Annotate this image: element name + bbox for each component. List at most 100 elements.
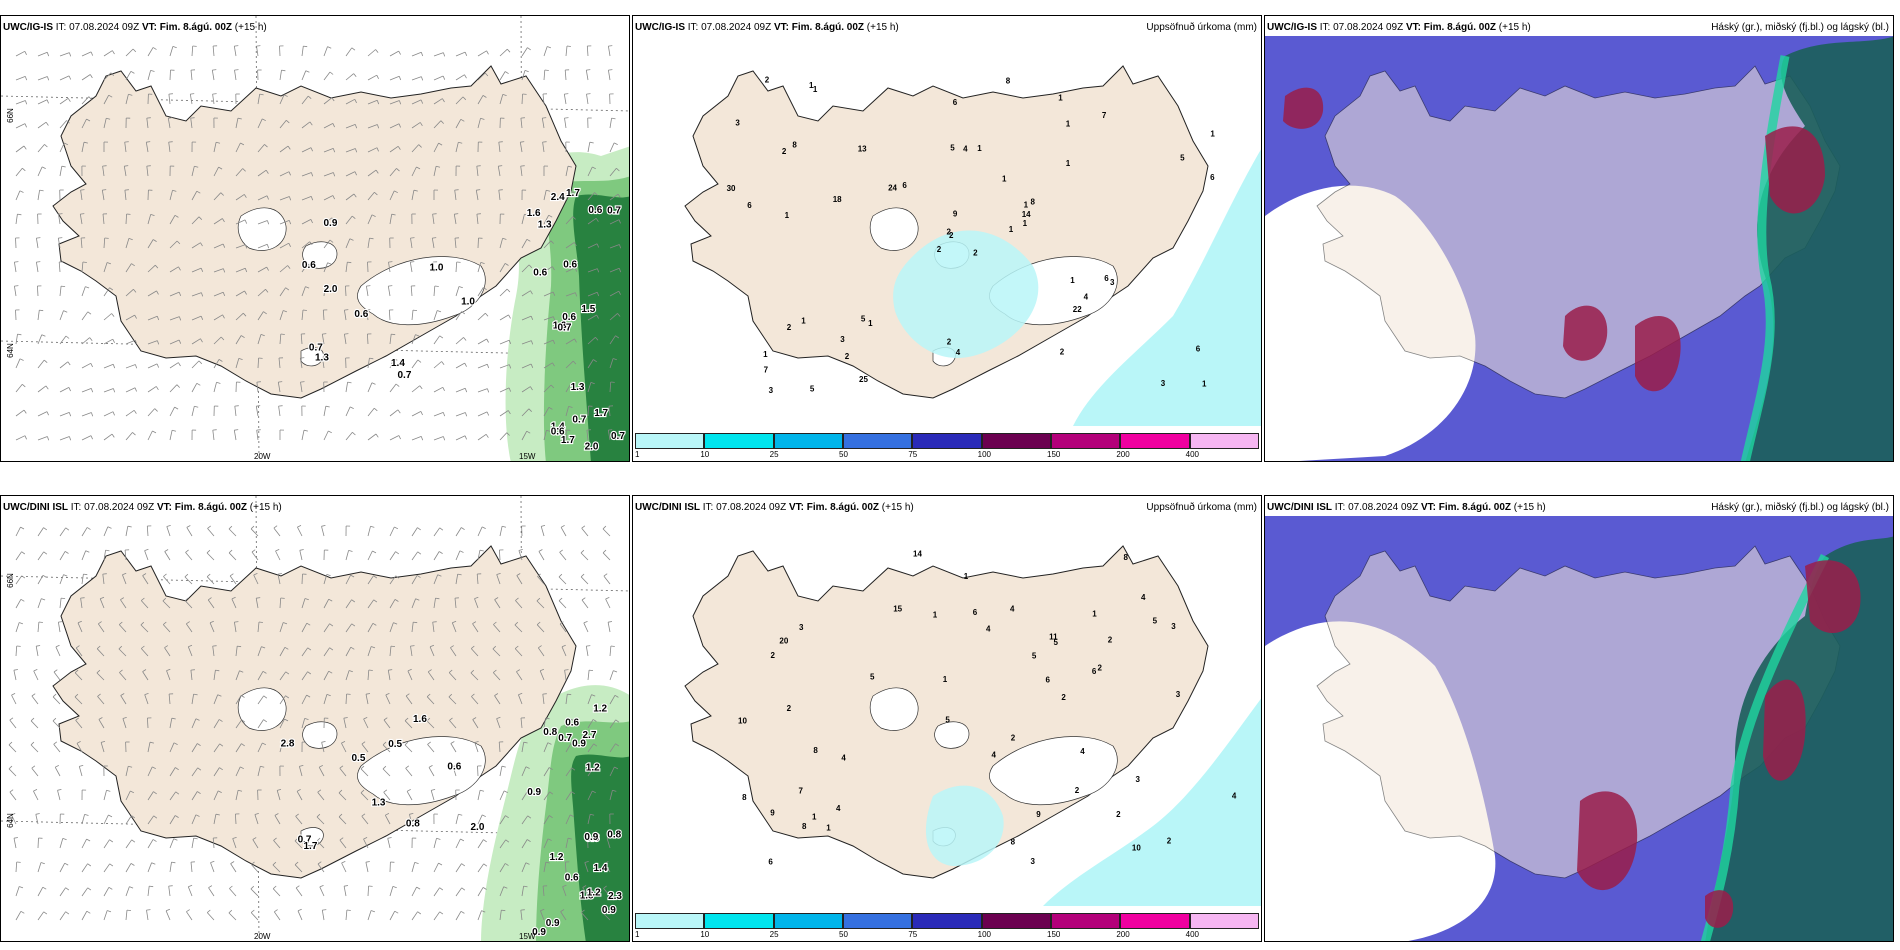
precip-value: 4 (992, 751, 997, 760)
precip-value: 1 (1058, 94, 1063, 103)
cloud-map[interactable] (1265, 496, 1894, 942)
legend-tick-label: 50 (839, 930, 848, 939)
legend-swatch (912, 433, 982, 449)
lat-label-64n: 64N (5, 343, 15, 358)
precip-value: 13 (858, 145, 867, 154)
precip-value: 1 (1024, 201, 1029, 210)
precip-value: 4 (956, 348, 961, 357)
precip-value: 7 (799, 786, 804, 795)
mid-cloud-patch (1283, 87, 1324, 129)
mid-cloud-patch (1563, 305, 1608, 361)
precip-value: 5 (1032, 652, 1037, 661)
wind-speed-value: 0.7 (572, 415, 586, 426)
precip-value: 3 (1110, 278, 1115, 287)
wind-speed-field-dark (571, 754, 629, 941)
lon-label-15w: 15W (519, 452, 536, 461)
precip-value: 2 (1011, 734, 1016, 743)
precip-value: 18 (833, 195, 842, 204)
lon-label-15w: 15W (519, 932, 536, 941)
precip-value: 7 (764, 365, 769, 374)
lat-label-64n: 64N (5, 813, 15, 828)
legend-tick-label: 75 (908, 930, 918, 939)
precip-value: 5 (1180, 154, 1185, 163)
precip-value: 8 (1031, 198, 1036, 207)
precip-value: 3 (1031, 857, 1036, 866)
legend-swatch (635, 433, 705, 449)
precip-value: 6 (973, 608, 978, 617)
precip-value: 30 (727, 184, 736, 193)
precip-value: 1 (826, 824, 831, 833)
low-cloud-edge (1740, 55, 1790, 461)
wind-speed-value: 1.7 (594, 408, 608, 419)
wind-speed-value: 0.8 (607, 829, 621, 840)
wind-speed-value: 0.7 (607, 206, 621, 217)
panel-header: UWC/DINI ISL IT: 07.08.2024 09Z VT: Fim.… (635, 502, 914, 513)
precip-value: 8 (792, 141, 797, 150)
legend-tick-label: 100 (977, 450, 992, 459)
legend-tick-label: 1 (635, 930, 640, 939)
precip-value: 2 (765, 76, 770, 85)
precip-value: 6 (953, 98, 958, 107)
wind-speed-value: 0.8 (406, 819, 420, 830)
wind-speed-value: 2.3 (608, 891, 622, 902)
wind-speed-value: 1.2 (593, 703, 607, 714)
precip-value: 6 (1196, 344, 1201, 353)
cloud-map[interactable] (1265, 16, 1894, 462)
legend-tick-label: 400 (1185, 930, 1200, 939)
precip-value: 2 (1060, 347, 1065, 356)
precip-value: 5 (950, 143, 955, 152)
precip-value: 3 (1136, 775, 1141, 784)
wind-speed-value: 2.0 (585, 441, 599, 452)
mid-cloud-patch (1763, 679, 1806, 781)
precip-value: 1 (1202, 379, 1207, 388)
wind-speed-value: 1.8 (580, 891, 594, 902)
legend-swatch (843, 913, 913, 929)
wind-speed-value: 0.9 (584, 832, 598, 843)
legend-tick-label: 100 (977, 930, 992, 939)
wind-map-panel-row2: UWC/DINI ISL IT: 07.08.2024 09Z VT: Fim.… (0, 495, 630, 942)
legend-swatch (773, 433, 843, 449)
wind-map[interactable]: 0.82.80.71.60.51.71.32.00.60.50.60.60.91… (1, 496, 630, 942)
wind-speed-value: 1.7 (566, 188, 580, 199)
precip-value: 3 (1161, 379, 1166, 388)
wind-speed-value: 1.3 (571, 382, 585, 393)
wind-map[interactable]: 0.70.90.70.6 1.01.41.02.00.61.31.72.01.41… (1, 16, 630, 462)
wind-speed-value: 1.6 (413, 714, 427, 725)
wind-speed-value: 1.2 (586, 762, 600, 773)
precip-value: 4 (836, 804, 841, 813)
legend-tick-label: 150 (1047, 930, 1061, 939)
precip-value: 25 (859, 375, 868, 384)
legend-tick-label: 1 (635, 450, 640, 459)
wind-speed-value: 1.2 (550, 852, 564, 863)
panel-header: UWC/IG-IS IT: 07.08.2024 09Z VT: Fim. 8.… (1267, 22, 1531, 33)
precip-value: 2 (787, 323, 792, 332)
precip-value: 5 (810, 384, 815, 393)
wind-speed-value: 0.9 (546, 918, 560, 929)
legend-tick-label: 400 (1185, 450, 1200, 459)
precip-value: 9 (953, 210, 958, 219)
legend-swatch (843, 433, 913, 449)
wind-speed-value: 1.5 (581, 304, 595, 315)
precip-map[interactable]: 2221111111111121551167248386616229137536… (633, 16, 1262, 462)
precip-legend: 1 10 25 50 75 100 150 200 400 (635, 913, 1259, 939)
precip-value: 3 (1176, 690, 1181, 699)
precip-value: 4 (1084, 292, 1089, 301)
precip-value: 6 (1046, 676, 1051, 685)
panel-header: UWC/DINI ISL IT: 07.08.2024 09Z VT: Fim.… (3, 502, 282, 513)
legend-swatch (773, 913, 843, 929)
low-cloud-field (1745, 36, 1893, 461)
legend-tick-label: 50 (839, 450, 848, 459)
precip-value: 1 (1066, 159, 1071, 168)
precip-value: 10 (1132, 843, 1141, 852)
precip-value: 20 (779, 636, 788, 645)
glacier-outline (237, 207, 287, 251)
glacier-outline (237, 687, 287, 731)
wind-speed-value: 1.4 (551, 422, 565, 433)
precip-value: 22 (1073, 305, 1082, 314)
wind-speed-value: 0.9 (324, 218, 338, 229)
precip-value: 2 (937, 245, 942, 254)
precip-area-sea (1043, 698, 1261, 906)
wind-speed-value: 2.7 (583, 730, 597, 741)
wind-speed-value: 0.6 (563, 260, 577, 271)
